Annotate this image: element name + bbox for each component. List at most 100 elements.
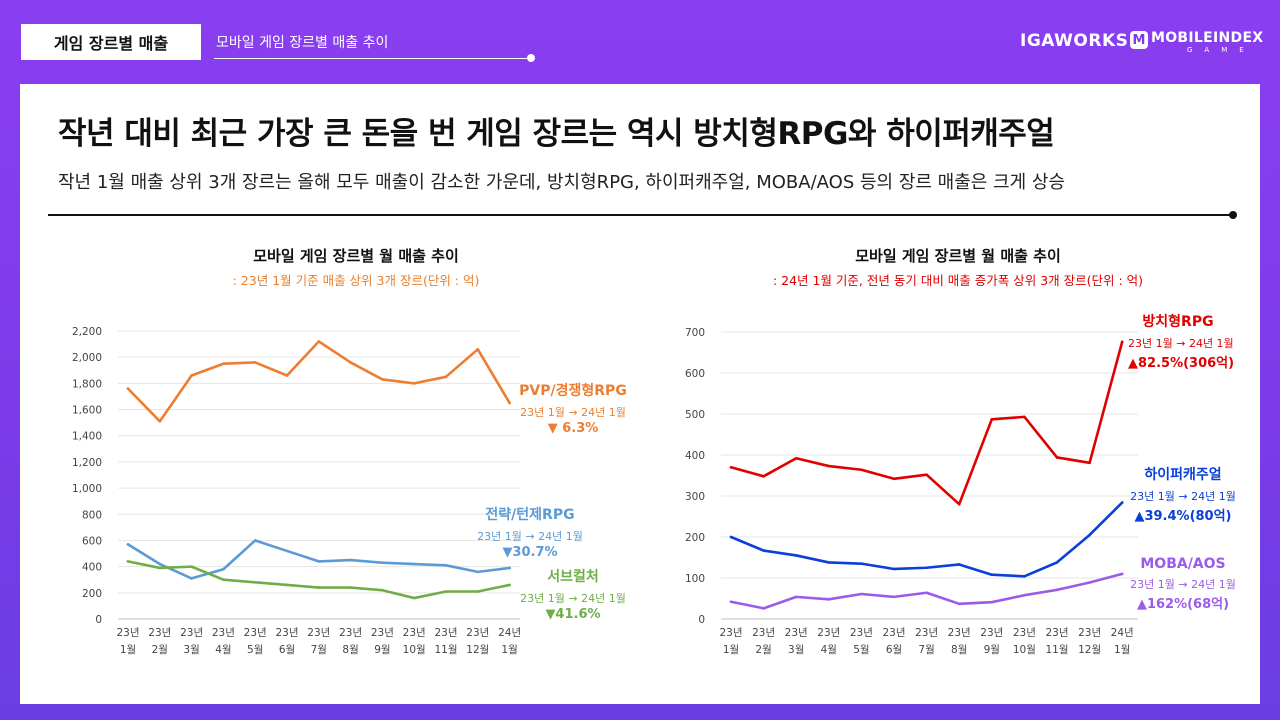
data-point [381,561,384,565]
annotation-period: 23년 1월 → 24년 1월 [1130,578,1236,591]
y-tick-label: 200 [82,588,102,600]
data-point [126,543,130,546]
data-point [827,561,831,564]
data-point [317,340,321,343]
x-tick-label: 3월 [183,644,199,656]
data-point [222,362,225,366]
data-point [126,560,130,563]
x-tick-label: 1월 [1114,644,1130,656]
data-point [1055,561,1059,564]
x-tick-label: 24년 [498,627,521,639]
annotation-name: 서브컬처 [547,569,599,585]
data-point [285,549,289,553]
annotation-name: MOBA/AOS [1140,556,1226,572]
data-point [317,560,321,563]
data-point [1088,581,1091,584]
data-point [349,361,352,364]
x-tick-label: 23년 [915,627,938,639]
data-point [349,586,352,589]
y-tick-label: 1,600 [72,405,102,417]
right-chart-title: 모바일 게임 장르별 월 매출 추이 [855,247,1061,265]
data-point [253,539,257,542]
y-tick-label: 100 [685,573,705,585]
right-annotation-idle-rpg: 방치형RPG 23년 1월 → 24년 1월 ▲82.5%(306억) [1128,311,1238,371]
data-point [729,466,733,469]
x-tick-label: 23년 [752,627,775,639]
data-point [794,595,798,599]
top-bar: 게임 장르별 매출 모바일 게임 장르별 매출 추이 IGAWORKS M MO… [0,0,1280,84]
data-point [1055,456,1059,459]
data-point [158,420,162,423]
y-tick-label: 2,000 [72,352,102,364]
mobileindex-logo-sub: GAME [1187,46,1256,54]
subtitle-underline-dot [527,54,535,62]
data-point [1023,593,1026,597]
x-tick-label: 23년 [1045,627,1068,639]
left-chart-subtitle: : 23년 1월 기준 매출 상위 3개 장르(단위 : 억) [232,273,480,288]
x-tick-label: 3월 [788,644,804,656]
left-annotation-subculture: 서브컬처 23년 1월 → 24년 1월 ▼41.6% [508,566,638,622]
data-point [990,573,994,577]
y-tick-label: 400 [685,450,705,462]
data-point [349,558,352,562]
annotation-change: ▲39.4%(80억) [1134,509,1232,524]
data-point [1088,461,1091,465]
x-tick-label: 4월 [215,644,231,656]
data-point [957,563,961,566]
data-point [253,361,257,364]
data-point [892,567,896,571]
x-tick-label: 23년 [403,627,426,639]
data-point [990,418,994,421]
x-tick-label: 6월 [279,644,295,656]
x-tick-label: 23년 [148,627,171,639]
y-tick-label: 0 [698,614,705,626]
x-tick-label: 23년 [212,627,235,639]
data-point [158,566,162,570]
x-tick-label: 23년 [339,627,362,639]
data-point [253,581,257,584]
mobileindex-logo: M MOBILEINDEX GAME [1130,31,1263,54]
data-point [762,475,765,478]
mobileindex-mark-icon: M [1130,31,1148,49]
data-point [1023,415,1026,419]
annotation-period: 23년 1월 → 24년 1월 [1130,490,1236,503]
y-tick-label: 200 [685,532,705,544]
data-point [317,586,321,589]
data-point [190,565,193,568]
data-point [476,570,480,574]
subtitle-underline [214,58,530,59]
data-point [444,564,448,567]
x-tick-label: 23년 [882,627,905,639]
y-tick-label: 300 [685,491,705,503]
data-point [476,348,480,351]
data-point [508,566,511,570]
x-tick-label: 23년 [980,627,1003,639]
x-tick-label: 7월 [918,644,934,656]
subheadline: 작년 1월 매출 상위 3개 장르는 올해 모두 매출이 감소한 가운데, 방치… [58,172,1066,193]
annotation-period: 23년 1월 → 24년 1월 [1128,337,1234,350]
x-tick-label: 5월 [853,644,869,656]
y-tick-label: 400 [82,562,102,574]
data-point [222,578,225,582]
left-annotation-strategy: 전략/턴제RPG 23년 1월 → 24년 1월 ▼30.7% [460,504,600,560]
divider-dot [1229,211,1237,219]
annotation-change: ▲162%(68억) [1136,597,1230,612]
data-point [1120,572,1124,576]
y-tick-label: 600 [82,535,102,547]
data-point [444,590,448,593]
x-tick-label: 1월 [120,644,136,656]
headline: 작년 대비 최근 가장 큰 돈을 번 게임 장르는 역시 방치형RPG와 하이퍼… [58,116,1055,152]
series-line-MOBA/AOS [729,572,1124,610]
x-tick-label: 23년 [116,627,139,639]
x-tick-label: 23년 [466,627,489,639]
y-tick-label: 2,200 [72,326,102,338]
x-tick-label: 1월 [723,644,739,656]
section-tag: 게임 장르별 매출 [21,24,201,60]
data-point [794,456,798,460]
annotation-change: ▼30.7% [502,545,558,560]
data-point [381,378,384,381]
x-tick-label: 23년 [1078,627,1101,639]
data-point [412,596,416,600]
y-tick-label: 1,800 [72,378,102,390]
annotation-period: 23년 1월 → 24년 1월 [477,530,583,543]
